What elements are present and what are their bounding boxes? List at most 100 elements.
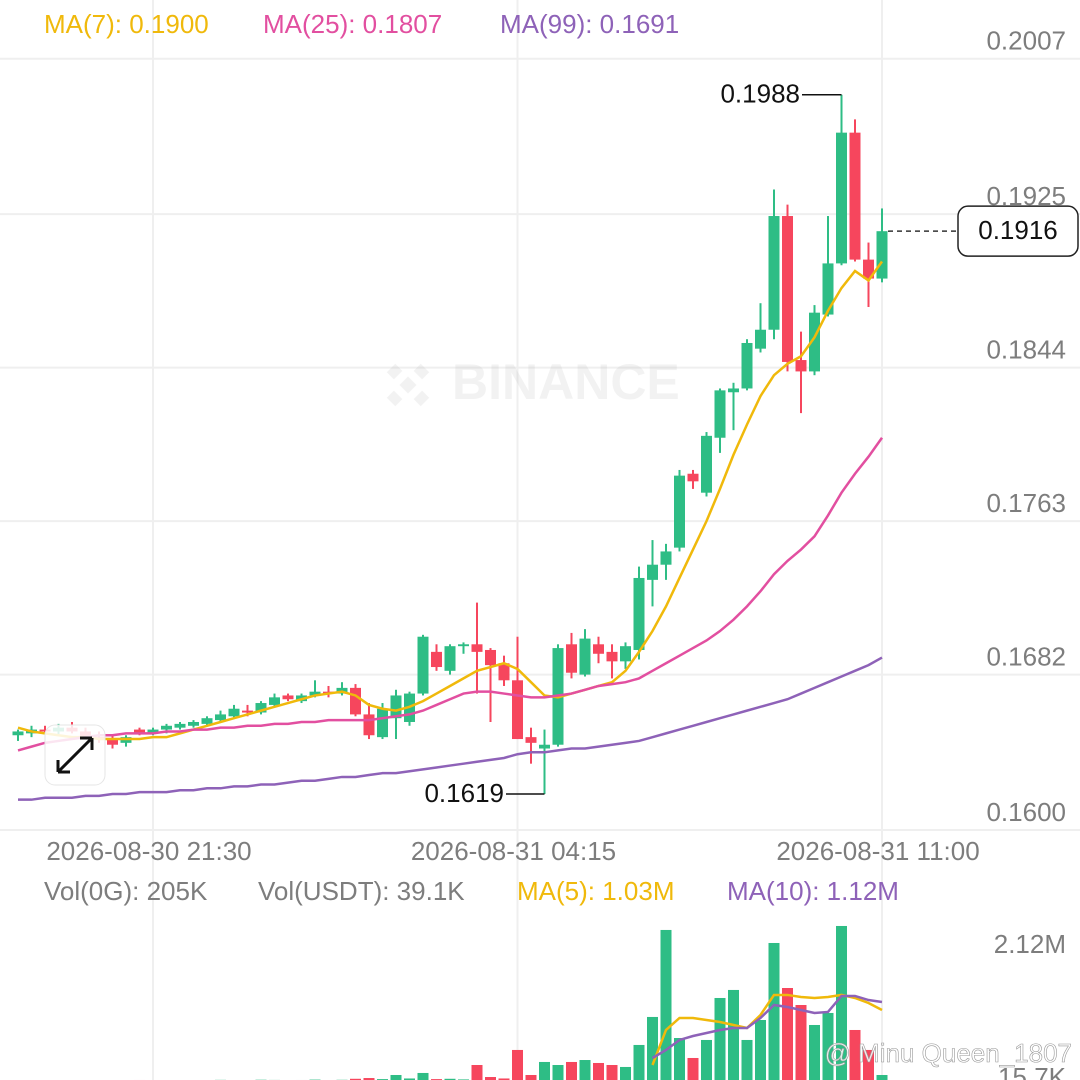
volume-bar (404, 1078, 415, 1080)
y-tick-label: 0.1763 (986, 488, 1066, 518)
volume-bar (782, 988, 793, 1080)
volume-bar (876, 1074, 888, 1080)
candle-body (431, 651, 442, 668)
legend-entry: MA(99): 0.1691 (500, 9, 679, 39)
high-label: 0.1988 (720, 79, 800, 109)
volume-bar (471, 1065, 483, 1080)
candle-body (242, 710, 253, 713)
volume-bar (552, 1065, 564, 1080)
candle-body (161, 725, 172, 730)
volume-bar (687, 1057, 699, 1080)
candle-body (741, 342, 753, 389)
candle-body (539, 744, 550, 749)
candle-body (12, 731, 24, 736)
volume-bar (498, 1078, 510, 1080)
candle-body (147, 729, 159, 734)
candle-body (687, 473, 699, 482)
candle-body (188, 721, 199, 726)
volume-bar (512, 1049, 523, 1080)
candle-body (728, 388, 739, 393)
volume-bar (755, 1019, 766, 1080)
volume-tick-label: 2.12M (994, 929, 1066, 959)
volume-header: Vol(0G): 205K (44, 876, 208, 906)
candle-body (768, 216, 780, 330)
candle-body (377, 708, 388, 738)
candle-body (633, 577, 645, 650)
legend-entry: MA(10): 1.12M (727, 876, 899, 906)
candle-body (525, 737, 537, 743)
legend-entry: MA(5): 1.03M (517, 876, 675, 906)
x-tick-label: 2026-08-31 11:00 (776, 836, 979, 866)
candle-body (863, 259, 874, 279)
candle-body (107, 739, 118, 745)
marks (12, 93, 958, 1080)
legend-entry: MA(7): 0.1900 (44, 9, 209, 39)
candle-body (593, 644, 604, 654)
candle-body (647, 564, 658, 580)
candle-body (174, 723, 186, 728)
low-label: 0.1619 (424, 778, 504, 808)
logo-mark (386, 363, 430, 407)
volume-bar (444, 1078, 456, 1080)
candle-body (836, 132, 847, 264)
candle-body (512, 680, 523, 740)
candle-body (674, 475, 685, 548)
candle-body (755, 329, 766, 349)
volume-bar (566, 1061, 577, 1080)
candle-body (809, 312, 820, 372)
volume-bar (714, 997, 726, 1080)
volume-bar (363, 1078, 375, 1080)
candle-body (498, 663, 510, 681)
y-tick-label: 0.2007 (986, 26, 1066, 56)
volume-bar (633, 1044, 645, 1080)
volume-bar (647, 1016, 658, 1080)
candle-body (876, 231, 888, 279)
ma-line (17, 260, 884, 741)
candle-body (282, 695, 294, 700)
volume-bar (620, 1066, 631, 1080)
candle-body (822, 263, 834, 315)
ma-line (18, 656, 883, 801)
volume-bar (674, 1038, 685, 1080)
expand-button[interactable] (44, 724, 106, 786)
candle-body (795, 360, 807, 372)
volume-bar (836, 925, 847, 1080)
volume-bar (525, 1074, 537, 1080)
candle-body (269, 697, 280, 705)
volume-bar (795, 1005, 807, 1080)
candle-body (714, 390, 726, 438)
volume-bar (822, 1012, 834, 1080)
y-tick-label: 0.1682 (986, 641, 1066, 671)
volume-bar (849, 1029, 861, 1080)
candle-body (701, 435, 712, 493)
volume-ma-line (651, 994, 883, 1060)
volume-bar (539, 1061, 550, 1080)
candle-body (458, 644, 469, 647)
volume-bar (809, 1024, 820, 1080)
watermark: BINANCE (452, 354, 680, 410)
volume-bar (593, 1062, 604, 1080)
candle-body (849, 132, 861, 260)
ma-line (17, 437, 884, 752)
x-tick-label: 2026-08-30 21:30 (46, 836, 251, 866)
candle-body (215, 714, 226, 721)
candle-body (134, 729, 145, 734)
volume-bar (390, 1074, 402, 1080)
last-price-box (957, 205, 1079, 257)
volume-bar (768, 942, 780, 1080)
user-watermark: @ Minu Queen_1807 (824, 1038, 1072, 1068)
candle-body (309, 691, 321, 696)
candle-body (350, 687, 361, 715)
volume-tick-label: 15.7K (998, 1062, 1067, 1080)
candle-body (444, 646, 456, 671)
volume-bar (350, 1078, 361, 1080)
candle-body (255, 703, 267, 713)
candle-body (363, 714, 375, 736)
volume-bar (417, 1072, 429, 1080)
volume-bar (741, 1039, 753, 1080)
volume-bar (579, 1060, 591, 1080)
